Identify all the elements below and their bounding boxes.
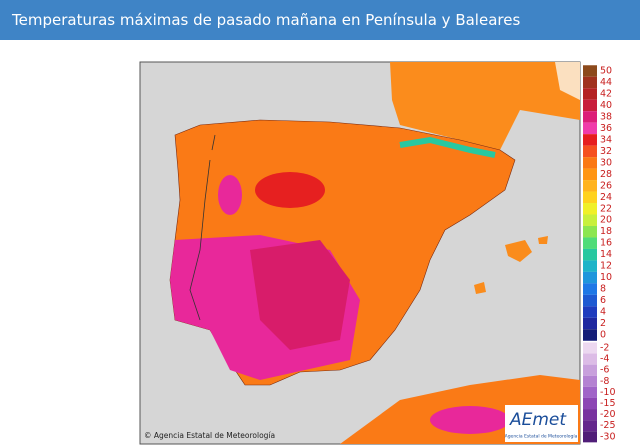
legend-label: 42: [600, 88, 612, 99]
pyrenees: [399, 136, 496, 158]
legend-swatch: [583, 386, 597, 398]
france-east: [555, 62, 580, 100]
legend-label: 16: [600, 238, 612, 249]
legend-swatch: [583, 225, 597, 238]
legend-swatch: [583, 409, 597, 421]
france: [390, 62, 580, 150]
legend-label: 12: [600, 261, 612, 272]
hot-core: [250, 240, 350, 350]
legend-label: -20: [600, 409, 616, 420]
legend-label: -15: [600, 398, 616, 409]
logo: AEmet: [509, 410, 567, 430]
legend-label: 24: [600, 192, 612, 203]
legend-swatch: [583, 145, 597, 158]
legend-swatch: [583, 134, 597, 146]
legend-label: 2: [600, 318, 606, 329]
title: Temperaturas máximas de pasado mañana en…: [12, 11, 521, 29]
legend-swatch: [583, 203, 597, 215]
legend-label: 6: [600, 295, 606, 306]
legend-label: 0: [600, 330, 606, 341]
legend-label: -30: [600, 431, 616, 442]
legend-label: 18: [600, 226, 612, 237]
legend-swatch: [583, 271, 597, 284]
legend-label: 34: [600, 134, 612, 145]
legend-swatch: [583, 157, 597, 169]
legend-swatch: [583, 180, 597, 192]
legend-swatch: [583, 353, 597, 365]
legend-label: 32: [600, 146, 612, 157]
legend-swatch: [583, 191, 597, 204]
legend-swatch: [583, 420, 597, 432]
legend-swatch: [583, 329, 597, 341]
ibiza: [474, 282, 486, 294]
legend-swatch: [583, 283, 597, 295]
legend-swatch: [583, 248, 597, 261]
legend-swatch: [583, 88, 597, 100]
legend-swatch: [583, 431, 597, 443]
legend-label: 30: [600, 157, 612, 168]
legend-swatch: [583, 237, 597, 249]
legend-label: 26: [600, 180, 612, 191]
border: [189, 134, 216, 321]
legend-swatch: [583, 342, 597, 354]
legend-label: 50: [600, 66, 612, 77]
copyright: © Agencia Estatal de Meteorología: [144, 431, 275, 440]
legend-label: 20: [600, 215, 612, 226]
legend-label: 38: [600, 111, 612, 122]
legend-swatch: [583, 260, 597, 272]
legend-swatch: [583, 111, 597, 123]
legend-swatch: [583, 397, 597, 410]
legend-label: -6: [600, 365, 609, 376]
legend-swatch: [583, 306, 597, 318]
legend-label: 40: [600, 100, 612, 111]
legend-swatch: [583, 214, 597, 226]
hot-north: [255, 172, 325, 208]
legend-swatch: [583, 375, 597, 387]
legend-label: 36: [600, 123, 612, 134]
legend-label: 4: [600, 307, 606, 318]
legend-swatch: [583, 317, 597, 330]
legend-swatch: [583, 99, 597, 112]
hot-africa: [430, 406, 510, 434]
legend-label: 10: [600, 272, 612, 283]
legend-label: 14: [600, 249, 612, 260]
legend-label: 28: [600, 169, 612, 180]
legend-swatch: [583, 122, 597, 135]
legend-label: -8: [600, 376, 609, 387]
legend-label: -25: [600, 420, 616, 431]
legend-label: 8: [600, 284, 606, 295]
legend-label: 22: [600, 203, 612, 214]
hot-west: [218, 175, 242, 215]
legend-swatch: [583, 65, 597, 77]
logo-subtitle: Agencia Estatal de Meteorología: [505, 433, 578, 440]
legend-label: -4: [600, 354, 609, 365]
legend-swatch: [583, 294, 597, 307]
title-bar: Temperaturas máximas de pasado mañana en…: [0, 0, 640, 40]
logo-box: [505, 405, 578, 442]
legend: 5044424038363432302826242220181614121086…: [583, 65, 616, 443]
legend-swatch: [583, 364, 597, 376]
legend-swatch: [583, 168, 597, 181]
legend-label: -10: [600, 387, 616, 398]
legend-label: -2: [600, 343, 609, 354]
legend-swatch: [583, 76, 597, 89]
legend-label: 44: [600, 77, 612, 88]
menorca: [538, 236, 548, 244]
mallorca: [505, 240, 532, 262]
